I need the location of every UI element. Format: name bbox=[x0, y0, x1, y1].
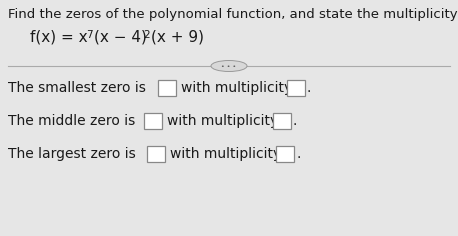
Text: 7: 7 bbox=[86, 30, 93, 40]
FancyBboxPatch shape bbox=[273, 113, 291, 129]
Text: .: . bbox=[293, 114, 297, 128]
FancyBboxPatch shape bbox=[276, 146, 294, 162]
Text: with multiplicity: with multiplicity bbox=[167, 114, 278, 128]
Ellipse shape bbox=[211, 60, 247, 72]
Text: (x + 9): (x + 9) bbox=[151, 29, 204, 44]
FancyBboxPatch shape bbox=[158, 80, 176, 96]
Text: 2: 2 bbox=[143, 30, 150, 40]
Text: .: . bbox=[296, 147, 300, 161]
Text: with multiplicity: with multiplicity bbox=[181, 81, 292, 95]
Text: with multiplicity: with multiplicity bbox=[170, 147, 281, 161]
Text: The largest zero is: The largest zero is bbox=[8, 147, 136, 161]
Text: (x − 4): (x − 4) bbox=[94, 29, 147, 44]
Text: Find the zeros of the polynomial function, and state the multiplicity of each.: Find the zeros of the polynomial functio… bbox=[8, 8, 458, 21]
Text: f(x) = x: f(x) = x bbox=[30, 29, 87, 44]
FancyBboxPatch shape bbox=[287, 80, 305, 96]
FancyBboxPatch shape bbox=[144, 113, 162, 129]
Text: .: . bbox=[307, 81, 311, 95]
Text: • • •: • • • bbox=[221, 63, 237, 68]
FancyBboxPatch shape bbox=[147, 146, 165, 162]
Text: The middle zero is: The middle zero is bbox=[8, 114, 135, 128]
Text: The smallest zero is: The smallest zero is bbox=[8, 81, 146, 95]
